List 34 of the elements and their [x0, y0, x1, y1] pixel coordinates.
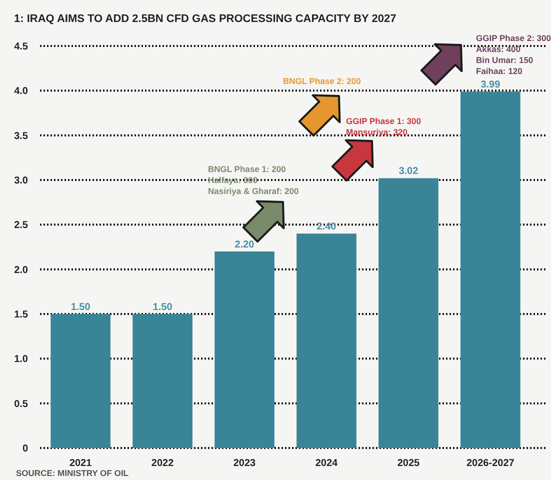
bar — [460, 92, 520, 448]
y-tick-label: 0 — [22, 444, 28, 454]
y-tick-label: 2.0 — [14, 264, 28, 276]
y-tick-label: 2.5 — [14, 220, 28, 232]
x-tick-label: 2021 — [69, 458, 92, 469]
x-tick-label: 2025 — [397, 458, 420, 469]
bar — [378, 178, 438, 448]
y-tick-label: 1.5 — [14, 310, 28, 320]
data-label: 1.50 — [152, 302, 173, 313]
x-tick-label: 2023 — [233, 458, 256, 469]
annotation: BNGL Phase 1: 200 Halfaya: 300 Nasiriya & Gharaf: 200 — [208, 164, 299, 196]
y-tick-label: 4.5 — [14, 42, 28, 52]
y-tick-label: 3.0 — [14, 176, 28, 186]
annotation: GGIP Phase 2: 300 Akkas: 400 Bin Umar: 150 Faihaa: 120 — [476, 33, 551, 76]
y-tick-label: 4.0 — [14, 86, 28, 98]
bar — [50, 314, 110, 448]
y-tick-label: 0.5 — [14, 398, 28, 410]
bar — [296, 234, 356, 448]
annotation: GGIP Phase 1: 300 Mansuriya: 320 — [346, 116, 422, 137]
bar — [214, 251, 274, 448]
chart-title: 1: IRAQ AIMS TO ADD 2.5BN CFD GAS PROCESSING CAPACITY BY 2027 — [14, 13, 396, 25]
y-tick-label: 3.5 — [14, 130, 28, 142]
x-tick-label: 2022 — [151, 458, 174, 469]
data-label: 2.20 — [234, 239, 255, 250]
data-label: 3.02 — [398, 166, 419, 178]
source-note: SOURCE: MINISTRY OF OIL — [16, 468, 128, 478]
y-tick-label: 1.0 — [14, 354, 28, 366]
annotation: BNGL Phase 2: 200 — [283, 76, 362, 86]
bar — [132, 314, 192, 448]
x-tick-label: 2026-2027 — [466, 458, 515, 469]
data-label: 2.40 — [316, 222, 337, 233]
data-label: 1.50 — [70, 302, 91, 313]
data-label: 3.99 — [480, 80, 501, 91]
x-tick-label: 2024 — [315, 458, 338, 469]
